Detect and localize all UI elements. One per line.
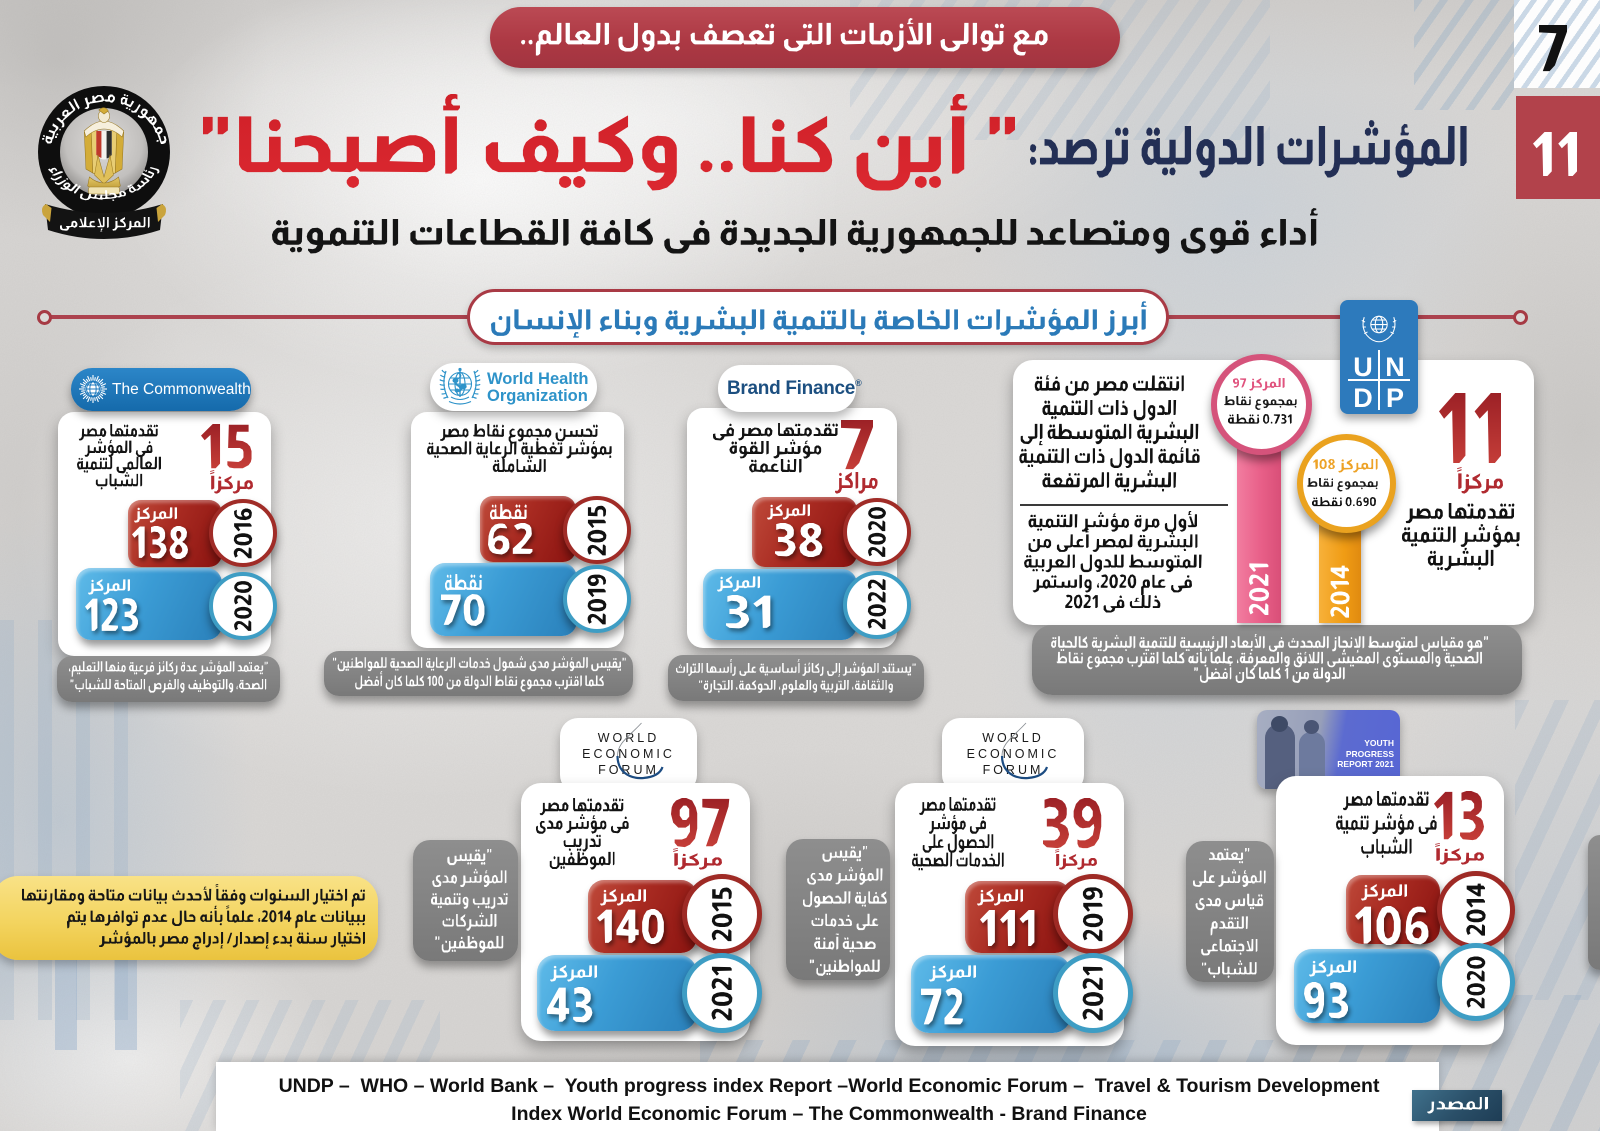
svg-text:U: U [1353,352,1373,382]
svg-text:P: P [1386,383,1404,413]
svg-text:D: D [1353,383,1373,413]
svg-text:N: N [1385,352,1405,382]
